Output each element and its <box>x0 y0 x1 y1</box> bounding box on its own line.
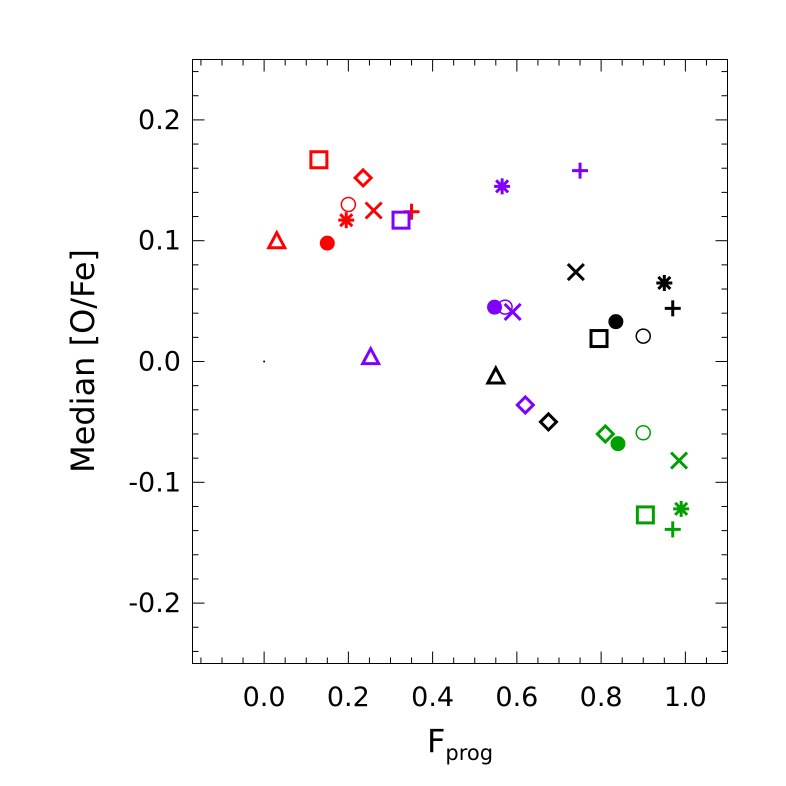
y-tick-label: 0.0 <box>138 347 181 378</box>
data-point-green-square <box>635 505 655 525</box>
data-point-green-plus <box>664 521 681 538</box>
data-point-red-diamond <box>352 167 374 189</box>
data-point-green-circle-filled <box>610 436 626 452</box>
data-point-purple-diamond <box>515 394 536 416</box>
x-tick-label: 1.0 <box>664 682 707 713</box>
data-point-green-circle-open <box>635 425 651 441</box>
data-point-black-circle-open <box>635 328 651 344</box>
data-point-black-x <box>566 263 585 282</box>
x-tick-label: 0.2 <box>327 682 370 713</box>
data-point-black-plus <box>664 300 681 317</box>
y-tick-label: -0.2 <box>128 588 181 619</box>
data-point-black-asterisk <box>656 274 673 291</box>
data-point-green-diamond <box>595 423 616 445</box>
data-point-red-circle-open <box>340 196 357 213</box>
data-point-red-asterisk <box>338 212 355 229</box>
data-point-black-diamond <box>538 411 559 433</box>
data-point-green-x <box>669 451 689 470</box>
x-tick-label: 0.6 <box>495 682 538 713</box>
data-point-green-asterisk <box>673 500 690 517</box>
data-point-red-x <box>364 201 383 220</box>
data-point-black-circle-filled <box>608 314 624 330</box>
data-markers <box>263 150 690 538</box>
axis-tick-labels: 0.0 0.2 0.4 0.6 0.8 1.0 0.2 0.1 0.0 -0.1 -0.2 <box>128 105 707 713</box>
data-point-red-triangle <box>266 229 288 250</box>
x-tick-label: 0.0 <box>243 682 286 713</box>
data-point-purple-square <box>391 210 411 230</box>
y-axis-title: Median [O/Fe] <box>64 249 102 473</box>
data-point-purple-asterisk <box>494 178 511 195</box>
data-point-red-circle-filled <box>319 235 335 251</box>
y-tick-label: -0.1 <box>128 467 181 498</box>
data-point-black-triangle <box>485 364 507 385</box>
data-point-purple-x <box>503 302 522 322</box>
data-point-purple-circle-open <box>497 299 513 315</box>
data-point-black-dot <box>263 360 266 363</box>
x-tick-label: 0.4 <box>411 682 454 713</box>
y-tick-label: 0.1 <box>138 226 181 257</box>
data-point-purple-triangle <box>360 345 382 366</box>
data-point-purple-plus <box>572 162 589 179</box>
data-point-red-square <box>309 150 329 170</box>
x-tick-label: 0.8 <box>580 682 623 713</box>
y-tick-label: 0.2 <box>138 105 181 136</box>
x-axis-title: Fprog <box>427 722 493 765</box>
axis-ticks <box>192 59 728 664</box>
plot-frame <box>192 59 728 664</box>
data-point-black-square <box>589 329 609 349</box>
